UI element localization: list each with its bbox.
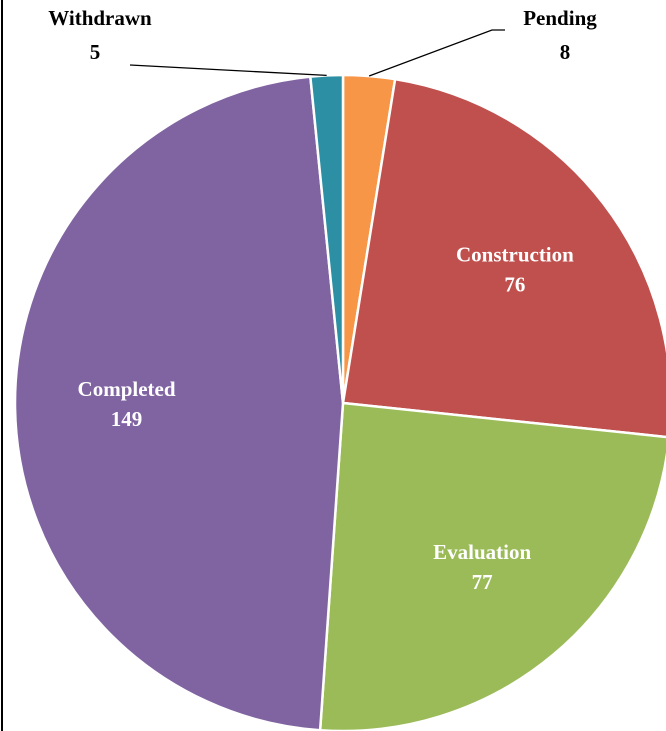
slice-value: 77 — [472, 570, 493, 594]
pie-slice — [308, 73, 345, 404]
pie-slice — [13, 75, 345, 731]
slice-label: Construction — [456, 242, 574, 266]
outside-label: Pending — [523, 6, 597, 30]
pie-slice — [341, 77, 666, 439]
outside-value: 8 — [560, 40, 571, 64]
pie-slice — [318, 401, 666, 731]
slice-label: Completed — [78, 377, 176, 401]
slice-value: 76 — [504, 272, 525, 296]
slice-value: 149 — [111, 407, 143, 431]
slice-label: Evaluation — [433, 540, 531, 564]
outside-label: Withdrawn — [48, 6, 152, 30]
leader-line — [129, 64, 327, 77]
leader-line — [368, 29, 505, 77]
outside-value: 5 — [90, 40, 101, 64]
